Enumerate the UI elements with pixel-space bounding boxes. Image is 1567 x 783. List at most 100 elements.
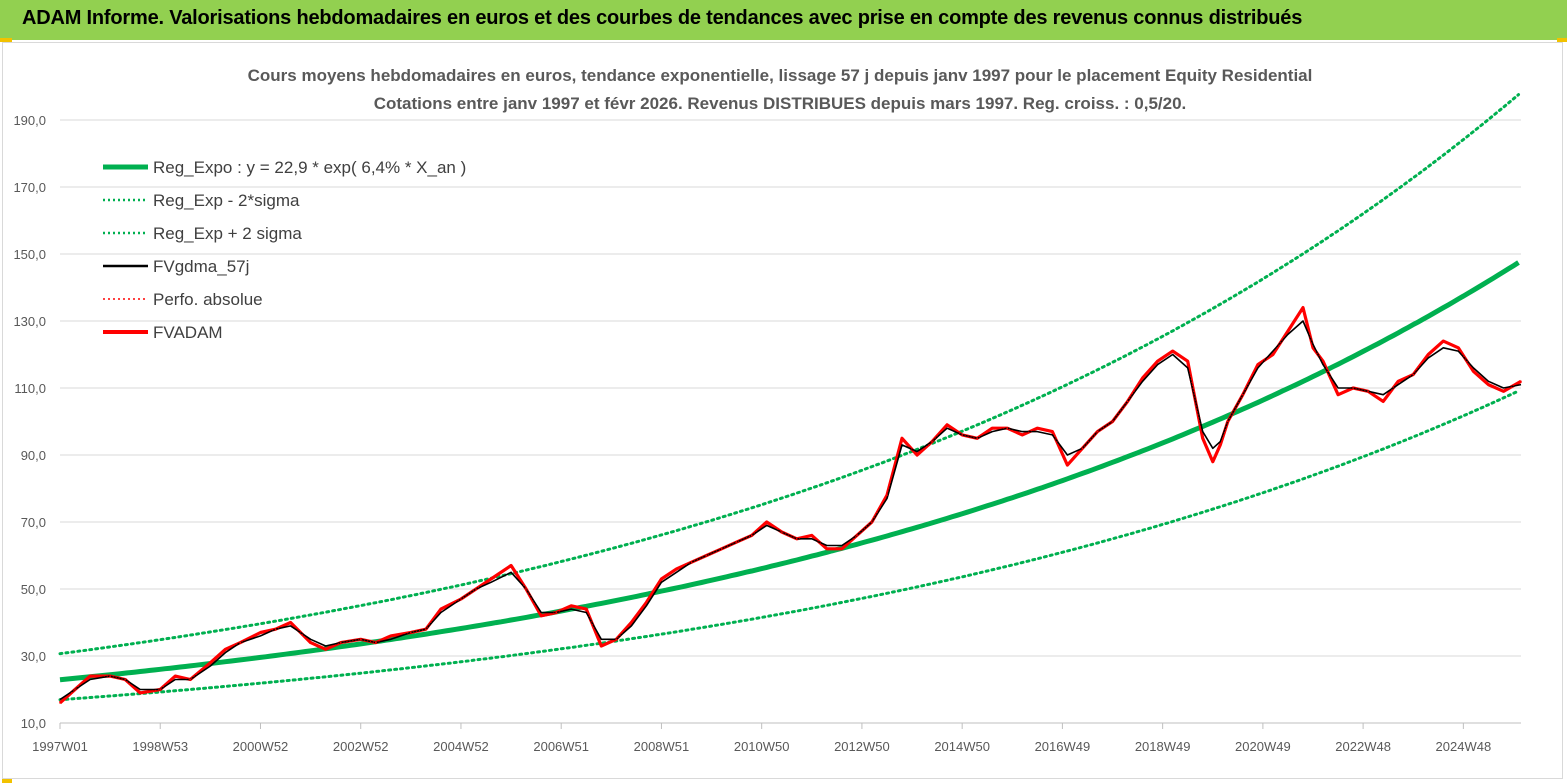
y-tick-label: 170,0	[13, 180, 46, 195]
fvadam-point	[59, 702, 61, 704]
fvadam-point	[600, 645, 603, 647]
fvadam-point	[856, 534, 858, 537]
fvadam-point	[1036, 427, 1039, 430]
fvadam-point	[74, 688, 76, 691]
fvadam-point	[224, 648, 227, 651]
fvadam-point	[159, 688, 161, 691]
fvadam-point	[1502, 390, 1505, 393]
fvadam-point	[359, 638, 362, 641]
accent-bar-bottom	[2, 779, 12, 783]
fvadam-point	[871, 521, 873, 523]
x-tick-label: 1997W01	[32, 739, 88, 754]
fvadam-point	[1312, 347, 1314, 349]
series-fvgdma-57j	[59, 320, 1522, 701]
fvadam-point	[1397, 380, 1399, 383]
fvadam-point	[490, 578, 492, 580]
accent-bar-right	[1557, 38, 1567, 42]
fvadam-point	[841, 548, 843, 550]
y-tick-label: 150,0	[13, 247, 46, 262]
fvadam-point	[1472, 370, 1475, 373]
fvadam-point	[1457, 347, 1460, 349]
fvadam-point	[109, 675, 111, 677]
fvadam-point	[540, 615, 542, 617]
fvadam-point	[410, 631, 412, 634]
fvadam-point	[324, 648, 327, 651]
legend-label-perfo-absolue: Perfo. absolue	[153, 290, 263, 309]
fvadam-point	[705, 554, 708, 557]
accent-bar-left	[0, 38, 12, 42]
fvadam-point	[1382, 400, 1384, 403]
fvadam-point	[1520, 380, 1522, 383]
fvadam-point	[1111, 420, 1114, 423]
fvadam-point	[375, 641, 377, 644]
fvadam-point	[1081, 447, 1084, 450]
chart-frame	[2, 42, 1563, 779]
fvadam-point	[645, 601, 648, 604]
fvadam-point	[585, 608, 588, 610]
y-tick-label: 90,0	[21, 448, 46, 463]
fvadam-point	[660, 578, 663, 580]
fvadam-point	[460, 598, 462, 600]
fvadam-point	[274, 628, 277, 630]
fvadam-point	[1227, 420, 1229, 423]
header-band	[0, 0, 1567, 40]
fvadam-point	[1219, 444, 1222, 446]
x-tick-label: 2016W49	[1035, 739, 1091, 754]
chart-title-line2: Cotations entre janv 1997 et févr 2026. …	[374, 94, 1187, 113]
fvadam-point	[1337, 393, 1339, 396]
fvadam-point	[1242, 393, 1244, 396]
series-reg-exp-plus-2-sigma	[58, 93, 1520, 656]
x-tick-label: 2006W51	[533, 739, 589, 754]
series-reg-exp-minus-2-sigma	[58, 389, 1520, 702]
fvadam-point	[1186, 360, 1189, 363]
fvadam-point	[1272, 353, 1274, 356]
legend: Reg_Expo : y = 22,9 * exp( 6,4% * X_an )…	[103, 158, 466, 342]
fvadam-point	[615, 638, 618, 641]
fvadam-point	[1212, 460, 1214, 463]
fvadam-point	[796, 538, 798, 540]
fvadam-point	[1141, 377, 1144, 379]
fvadam-point	[765, 521, 768, 523]
fvadam-point	[1352, 387, 1354, 389]
y-tick-label: 70,0	[21, 515, 46, 530]
report-title: ADAM Informe. Valorisations hebdomadaire…	[22, 7, 1303, 29]
x-tick-label: 2004W52	[433, 739, 489, 754]
y-tick-label: 190,0	[13, 113, 46, 128]
series-fvadam	[58, 306, 1522, 705]
fvadam-point	[239, 641, 242, 644]
fvadam-point	[289, 621, 292, 624]
x-tick-label: 2010W50	[734, 739, 790, 754]
fvadam-point	[89, 675, 91, 677]
fvadam-point	[750, 534, 753, 537]
x-tick-label: 2008W51	[634, 739, 690, 754]
fvadam-point	[1066, 464, 1069, 466]
x-tick-label: 1998W53	[132, 739, 188, 754]
fvadam-point	[1442, 340, 1445, 342]
fvadam-point	[510, 564, 512, 567]
fvadam-point	[991, 427, 993, 430]
y-tick-label: 110,0	[14, 381, 46, 396]
fvadam-point	[390, 635, 392, 637]
legend-label-reg-exp-plus-2-sigma: Reg_Exp + 2 sigma	[153, 224, 302, 243]
fvadam-point	[1427, 353, 1430, 356]
fvadam-point	[570, 605, 572, 607]
x-tick-label: 2000W52	[233, 739, 289, 754]
chart-title-line1: Cours moyens hebdomadaires en euros, ten…	[248, 66, 1313, 85]
fvadam-point	[1021, 434, 1024, 436]
y-tick-label: 130,0	[13, 314, 46, 329]
x-tick-label: 2022W48	[1335, 739, 1391, 754]
fvadam-point	[630, 621, 633, 624]
axes: 10,0 30,0 50,0 70,0 90,0 110,0 130,0 150,0 170,0…	[13, 113, 1521, 754]
fvadam-point	[976, 437, 978, 440]
fvadam-point	[1126, 400, 1129, 403]
fvadam-point	[1367, 390, 1369, 393]
x-tick-label: 2018W49	[1135, 739, 1191, 754]
x-tick-label: 2024W48	[1436, 739, 1492, 754]
fvadam-point	[886, 494, 888, 497]
fvadam-point	[811, 534, 813, 537]
fvadam-point	[780, 531, 783, 533]
fvadam-point	[1006, 427, 1009, 430]
legend-label-fvadam: FVADAM	[153, 323, 223, 342]
fvadam-point	[961, 434, 963, 436]
fvadam-point	[425, 628, 427, 630]
